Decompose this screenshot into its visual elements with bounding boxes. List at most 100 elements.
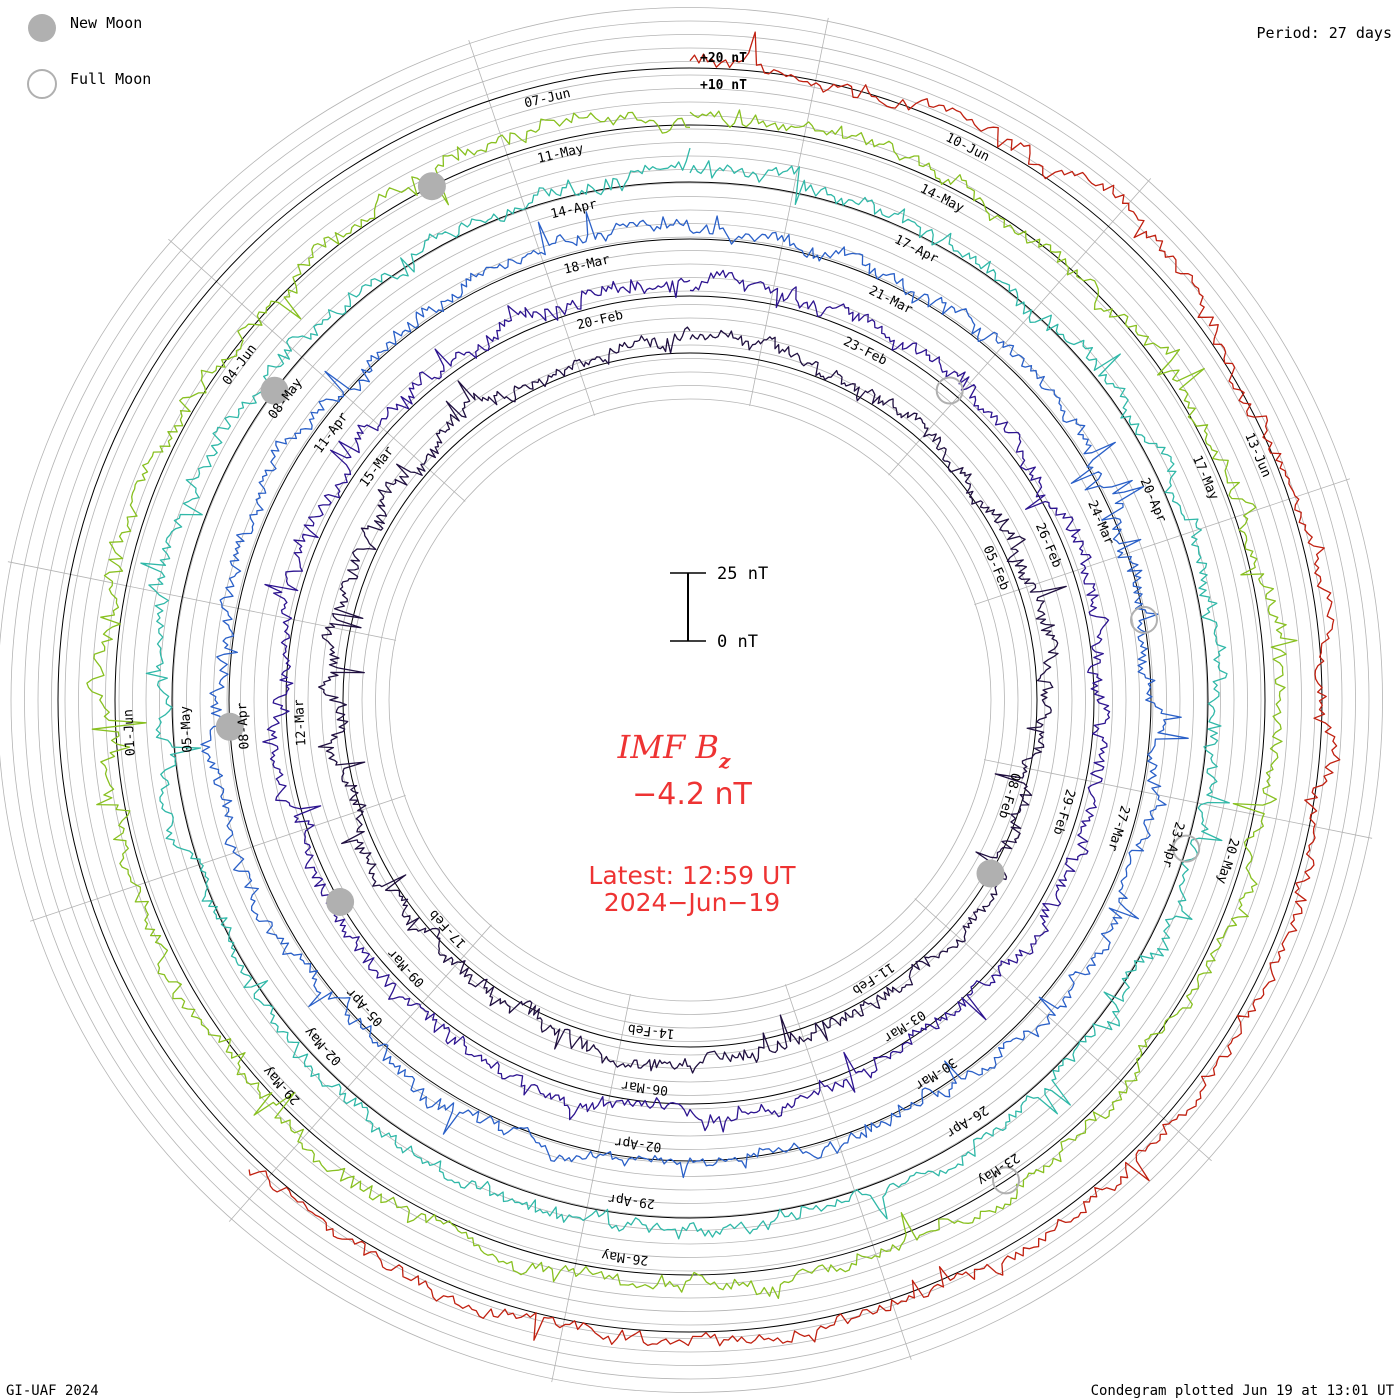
scale-bar-bottom-label: 0 nT	[717, 632, 758, 652]
new-moon-marker	[260, 376, 289, 405]
date-label: 10-Jun	[943, 130, 992, 165]
grid-ring	[388, 398, 992, 1002]
grid-spoke	[983, 759, 1373, 839]
date-label: 14-May	[917, 181, 966, 216]
series-trace-3	[200, 211, 1189, 1179]
grid-spoke	[29, 795, 406, 922]
date-labels: 05-Feb08-Feb11-Feb14-Feb17-Feb20-Feb23-F…	[121, 86, 1274, 1267]
grid-ring	[348, 358, 1032, 1042]
period-label: Period: 27 days	[1257, 24, 1392, 42]
date-label: 06-Mar	[620, 1077, 669, 1097]
current-value: −4.2 nT	[632, 777, 752, 812]
grid-ring	[199, 209, 1181, 1191]
grid-spoke	[228, 924, 492, 1222]
date-label: 05-Feb	[980, 544, 1012, 593]
baseline-ring	[285, 295, 1095, 1105]
grid-ring	[294, 304, 1086, 1096]
grid-spoke	[468, 39, 595, 416]
grid-ring	[361, 371, 1019, 1029]
full-moon-marker	[992, 1166, 1020, 1195]
full-moon-marker	[1130, 605, 1158, 634]
grid-ring	[0, 7, 1383, 1393]
date-label: 24-Mar	[1084, 498, 1116, 547]
date-label: 08-Apr	[235, 702, 253, 750]
grid-spoke	[974, 478, 1351, 605]
grid-ring	[145, 155, 1235, 1245]
grid-ring	[240, 250, 1140, 1150]
date-label: 20-Feb	[576, 308, 625, 333]
legend: New Moon Full Moon	[27, 14, 151, 99]
grid-ring	[226, 236, 1154, 1164]
grid-spoke	[914, 898, 1212, 1162]
baseline-ring	[57, 67, 1323, 1333]
series-trace-1	[317, 326, 1067, 1074]
date-label: 02-May	[302, 1024, 345, 1069]
grid-ring	[24, 34, 1356, 1366]
reference-label-10nT: +10 nT	[700, 78, 747, 93]
date-label: 18-Mar	[562, 252, 611, 277]
scale-bar-top-label: 25 nT	[717, 564, 768, 584]
series-trace-2	[262, 269, 1111, 1133]
latest-time: Latest: 12:59 UT	[588, 861, 796, 890]
date-label: 29-Apr	[607, 1190, 656, 1210]
grid-ring	[172, 182, 1208, 1218]
scale-bar: 25 nT 0 nT	[670, 564, 768, 652]
date-label: 23-May	[974, 1150, 1022, 1188]
grid-ring	[159, 169, 1221, 1231]
data-traces	[86, 31, 1341, 1347]
new-moon-marker	[326, 888, 355, 916]
grid-ring	[64, 74, 1316, 1326]
date-label: 05-May	[178, 705, 196, 753]
full-moon-marker	[935, 376, 964, 405]
grid-ring	[105, 115, 1275, 1285]
credit-label: GI-UAF 2024	[6, 1383, 99, 1399]
grid-ring	[78, 88, 1302, 1312]
grid-ring	[51, 61, 1329, 1339]
new-moon-icon	[28, 14, 56, 42]
grid-ring	[334, 344, 1046, 1056]
series-trace-4	[140, 147, 1230, 1240]
date-label: 29-Feb	[1050, 787, 1078, 836]
grid-ring	[186, 196, 1194, 1204]
grid-spoke	[785, 984, 912, 1361]
legend-full-moon-label: Full Moon	[70, 70, 151, 88]
grid-rings	[0, 7, 1383, 1393]
series-trace-5	[86, 109, 1298, 1300]
chart-title: IMF Bz	[617, 728, 731, 773]
date-label: 07-Jun	[523, 86, 572, 111]
plotted-label: Condegram plotted Jun 19 at 13:01 UT	[1091, 1383, 1395, 1399]
date-label: 11-May	[536, 141, 585, 166]
grid-ring	[37, 47, 1343, 1353]
date-label: 11-Feb	[849, 959, 897, 997]
series-trace-6	[248, 31, 1341, 1347]
date-label: 27-Mar	[1104, 804, 1132, 853]
date-label: 01-Jun	[121, 709, 139, 757]
date-label: 03-Mar	[880, 1007, 928, 1045]
grid-ring	[307, 317, 1073, 1083]
full-moon-icon	[27, 69, 57, 99]
grid-ring	[10, 20, 1370, 1380]
grid-spokes	[7, 17, 1373, 1383]
date-label: 14-Feb	[627, 1020, 676, 1040]
grid-spoke	[888, 178, 1152, 476]
grid-ring	[267, 277, 1113, 1123]
grid-ring	[253, 263, 1127, 1137]
grid-ring	[280, 290, 1100, 1110]
chart-title-main: IMF B	[617, 728, 719, 766]
date-label: 23-Feb	[841, 334, 890, 369]
grid-ring	[132, 142, 1248, 1258]
legend-new-moon-label: New Moon	[70, 14, 142, 32]
chart-title-subscript: z	[718, 749, 731, 773]
grid-ring	[213, 223, 1167, 1177]
date-label: 13-Jun	[1241, 431, 1273, 480]
grid-ring	[375, 385, 1005, 1015]
date-label: 12-Mar	[292, 699, 310, 747]
baseline-ring	[342, 352, 1038, 1048]
date-label: 26-May	[601, 1247, 650, 1267]
moon-markers	[215, 172, 1201, 1195]
baseline-ring	[171, 181, 1209, 1219]
date-label: 20-Apr	[1137, 476, 1169, 525]
latest-date: 2024−Jun−19	[604, 888, 780, 917]
grid-ring	[321, 331, 1059, 1069]
